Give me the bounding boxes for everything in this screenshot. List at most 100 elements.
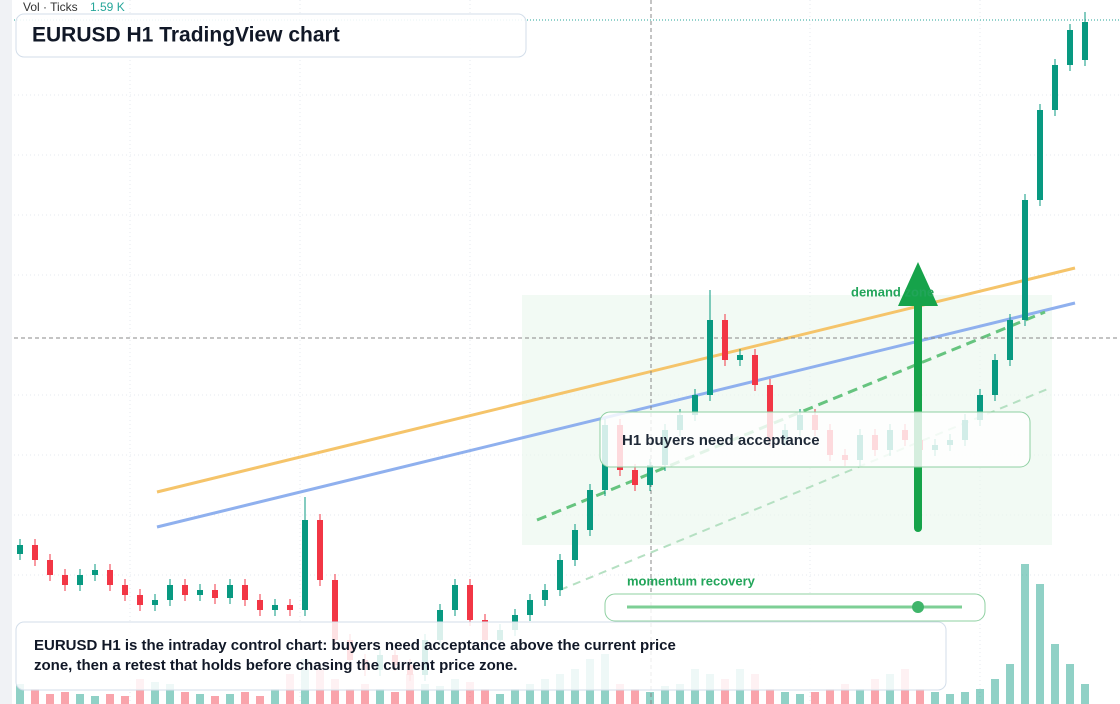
candle-body xyxy=(542,590,548,600)
volume-bar xyxy=(676,684,684,704)
volume-bar xyxy=(496,694,504,704)
volume-bar xyxy=(121,696,129,704)
momentum-knob xyxy=(912,601,924,613)
volume-bar xyxy=(271,689,279,704)
volume-bar xyxy=(1036,584,1044,704)
volume-bar xyxy=(391,692,399,704)
candle-body xyxy=(737,355,743,360)
arrow-head xyxy=(898,262,938,306)
candle-body xyxy=(242,585,248,600)
candle-body xyxy=(1052,65,1058,110)
volume-bar xyxy=(961,692,969,704)
volume-bar xyxy=(781,692,789,704)
candle-body xyxy=(152,600,158,605)
candle-body xyxy=(752,355,758,385)
volume-bar xyxy=(976,689,984,704)
volume-bar xyxy=(1081,684,1089,704)
candle-body xyxy=(1022,200,1028,320)
volume-bar xyxy=(436,686,444,704)
candle-body xyxy=(452,585,458,610)
candle-body xyxy=(467,585,473,620)
volume-bar xyxy=(166,684,174,704)
candle-body xyxy=(527,600,533,615)
volume-bar xyxy=(1066,664,1074,704)
candle-body xyxy=(1037,110,1043,200)
candle-body xyxy=(212,590,218,598)
volume-bar xyxy=(181,692,189,704)
volume-bar xyxy=(331,679,339,704)
candle-body xyxy=(1082,22,1088,60)
candle-body xyxy=(182,585,188,595)
candle-body xyxy=(977,395,983,420)
volume-bar xyxy=(106,694,114,704)
volume-bar xyxy=(991,679,999,704)
volume-bar xyxy=(511,689,519,704)
legend-label: Vol · Ticks xyxy=(23,0,78,14)
candle-body xyxy=(302,520,308,610)
candle-body xyxy=(272,605,278,610)
volume-bar xyxy=(1006,664,1014,704)
legend-value: 1.59 K xyxy=(90,0,125,14)
annotation-text: H1 buyers need acceptance xyxy=(622,432,820,449)
momentum-label: momentum recovery xyxy=(627,573,756,588)
volume-bar xyxy=(151,682,159,704)
volume-bar xyxy=(451,679,459,704)
volume-bar xyxy=(91,696,99,704)
volume-bar xyxy=(211,696,219,704)
candle-body xyxy=(257,600,263,610)
left-strip xyxy=(0,0,12,704)
volume-bar xyxy=(721,679,729,704)
candle-body xyxy=(17,545,23,554)
volume-bar xyxy=(841,684,849,704)
candle-body xyxy=(647,465,653,485)
candle-body xyxy=(587,490,593,530)
candle-body xyxy=(92,570,98,575)
volume-bar xyxy=(526,684,534,704)
volume-bar xyxy=(826,689,834,704)
candle-body xyxy=(632,470,638,485)
volume-bar xyxy=(136,679,144,704)
annotation-box xyxy=(599,411,1031,468)
volume-bar xyxy=(1021,564,1029,704)
candle-body xyxy=(1007,320,1013,360)
candle-body xyxy=(47,560,53,575)
volume-bar xyxy=(31,689,39,704)
caption: EURUSD H1 is the intraday control chart:… xyxy=(34,637,676,674)
caption-wrap: EURUSD H1 is the intraday control chart:… xyxy=(34,637,676,674)
candle-body xyxy=(722,320,728,360)
candle-body xyxy=(992,360,998,395)
volume-bar xyxy=(226,694,234,704)
volume-bar xyxy=(796,694,804,704)
candle-body xyxy=(197,590,203,595)
candle-body xyxy=(692,395,698,415)
volume-bar xyxy=(361,684,369,704)
candle-body xyxy=(122,585,128,595)
chart-title: EURUSD H1 TradingView chart xyxy=(32,24,340,47)
volume-bar xyxy=(421,684,429,704)
volume-bar xyxy=(346,689,354,704)
volume-bar xyxy=(766,689,774,704)
volume-bar xyxy=(16,684,24,704)
volume-bar xyxy=(61,692,69,704)
candle-body xyxy=(317,520,323,580)
candle-body xyxy=(227,585,233,598)
candle-body xyxy=(1067,30,1073,65)
candle-body xyxy=(107,570,113,585)
volume-bar xyxy=(76,694,84,704)
candle-body xyxy=(32,545,38,560)
volume-bar xyxy=(931,692,939,704)
caption-box xyxy=(15,621,947,691)
volume-bar xyxy=(916,689,924,704)
candle-body xyxy=(137,595,143,605)
zone-label: demand zone xyxy=(851,284,934,299)
candle-body xyxy=(287,605,293,610)
candle-body xyxy=(557,560,563,590)
title-box xyxy=(15,13,527,58)
candle-body xyxy=(62,575,68,585)
candle-body xyxy=(572,530,578,560)
volume-bar xyxy=(811,692,819,704)
volume-bar xyxy=(481,689,489,704)
volume-bar xyxy=(376,689,384,704)
candle-body xyxy=(77,575,83,585)
